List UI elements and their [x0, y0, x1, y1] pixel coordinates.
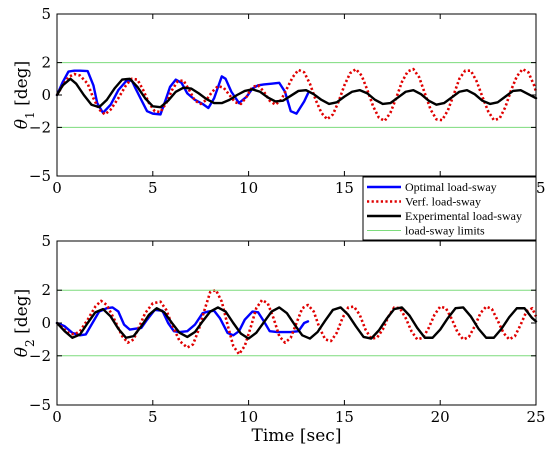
series-line-verf-load-sway [56, 288, 538, 356]
y-label-unit: [deg] [12, 61, 32, 112]
y-tick-label: 2 [41, 54, 51, 72]
y-axis-label: θ1 [deg] [12, 61, 37, 129]
y-tick-label: −5 [29, 396, 51, 414]
y-tick-label: 2 [41, 281, 51, 299]
x-tick-label: 10 [239, 179, 258, 197]
x-tick-label: 10 [239, 408, 258, 426]
y-label-subscript: 1 [23, 111, 37, 119]
legend-entry-label: Experimental load-sway [405, 209, 522, 223]
y-label-unit: [deg] [12, 289, 32, 340]
y-tick-label: −2 [29, 347, 51, 365]
x-tick-label: 15 [335, 179, 354, 197]
y-tick-label: −2 [29, 118, 51, 136]
x-tick-label: 5 [148, 408, 158, 426]
x-tick-label: 25 [526, 408, 545, 426]
series-line-experimental-load-sway [55, 306, 538, 340]
y-axis-label: θ2 [deg] [12, 289, 37, 357]
series-line-optimal-load-sway [55, 69, 310, 116]
y-label-subscript: 2 [23, 339, 37, 347]
series-line-experimental-load-sway [55, 77, 538, 109]
y-tick-label: 5 [41, 232, 51, 250]
plot-area [57, 241, 536, 405]
legend-entry-label: Optimal load-sway [405, 180, 497, 194]
y-tick-label: 5 [41, 5, 51, 23]
legend-entry-label: load-sway limits [405, 224, 485, 238]
y-label-symbol: θ [12, 347, 32, 357]
x-tick-label: 0 [52, 179, 62, 197]
y-tick-label: 0 [41, 314, 51, 332]
y-tick-label: −5 [29, 167, 51, 185]
legend-entry-label: Verf. load-sway [405, 195, 481, 209]
y-tick-label: 0 [41, 86, 51, 104]
x-axis-label: Time [sec] [252, 426, 342, 446]
x-tick-label: 5 [148, 179, 158, 197]
x-tick-label: 0 [52, 408, 62, 426]
x-tick-label: 15 [335, 408, 354, 426]
plot-area [57, 14, 536, 176]
y-label-symbol: θ [12, 119, 32, 129]
x-tick-label: 20 [431, 408, 450, 426]
